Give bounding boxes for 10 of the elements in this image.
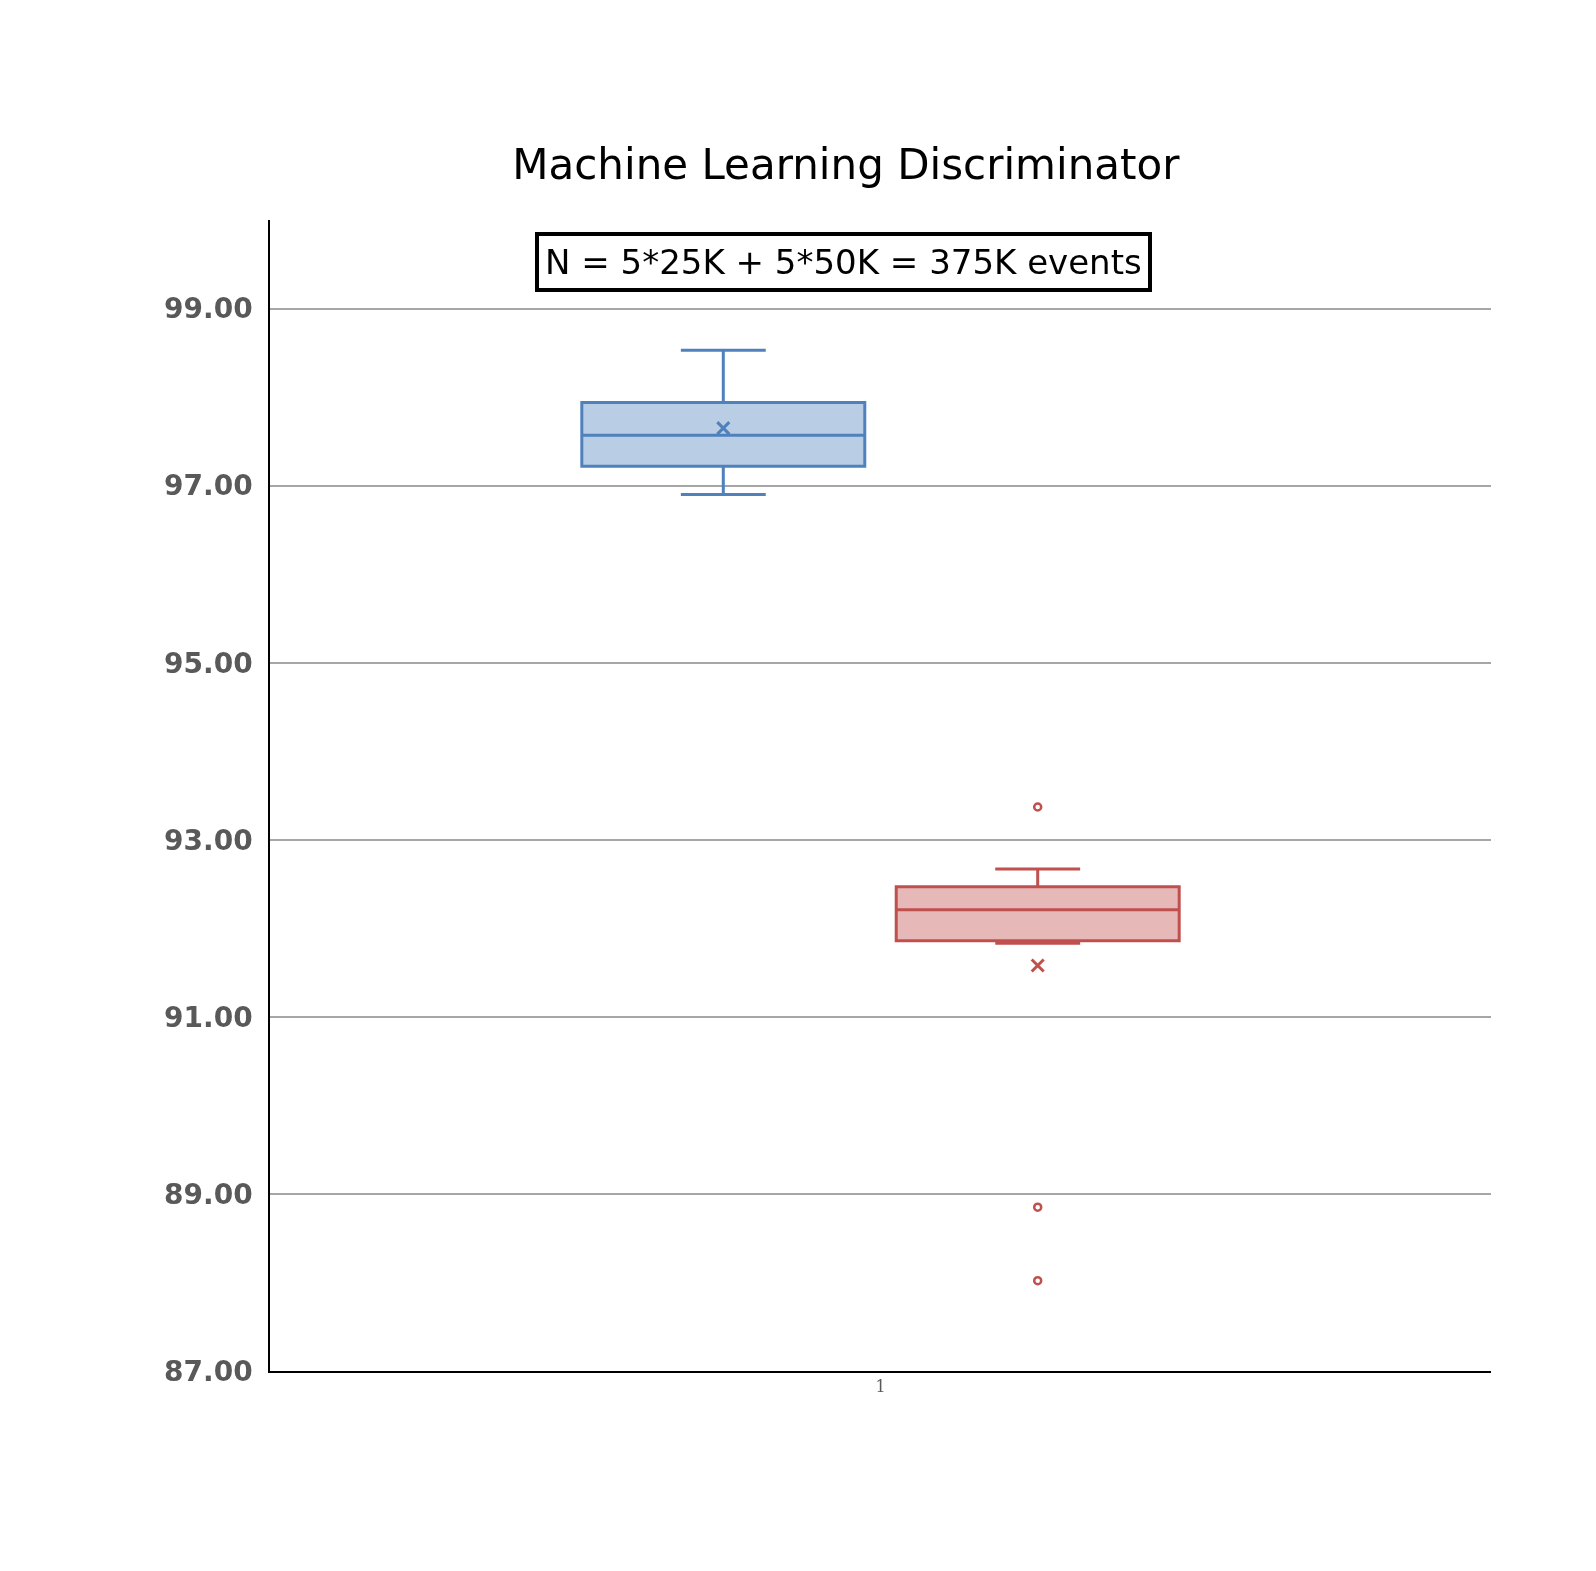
y-tick-label: 97.00 [164,469,253,503]
chart-title: Machine Learning Discriminator [512,139,1181,189]
y-tick-label: 87.00 [164,1354,253,1388]
y-tick-label: 93.00 [164,823,253,857]
x-tick-label: 1 [875,1376,886,1396]
y-tick-label: 95.00 [164,646,253,680]
y-tick-label: 91.00 [164,1000,253,1034]
annotation: N = 5*25K + 5*50K = 375K events [545,242,1142,282]
y-tick-label: 89.00 [164,1177,253,1211]
y-tick-label: 99.00 [164,292,253,326]
